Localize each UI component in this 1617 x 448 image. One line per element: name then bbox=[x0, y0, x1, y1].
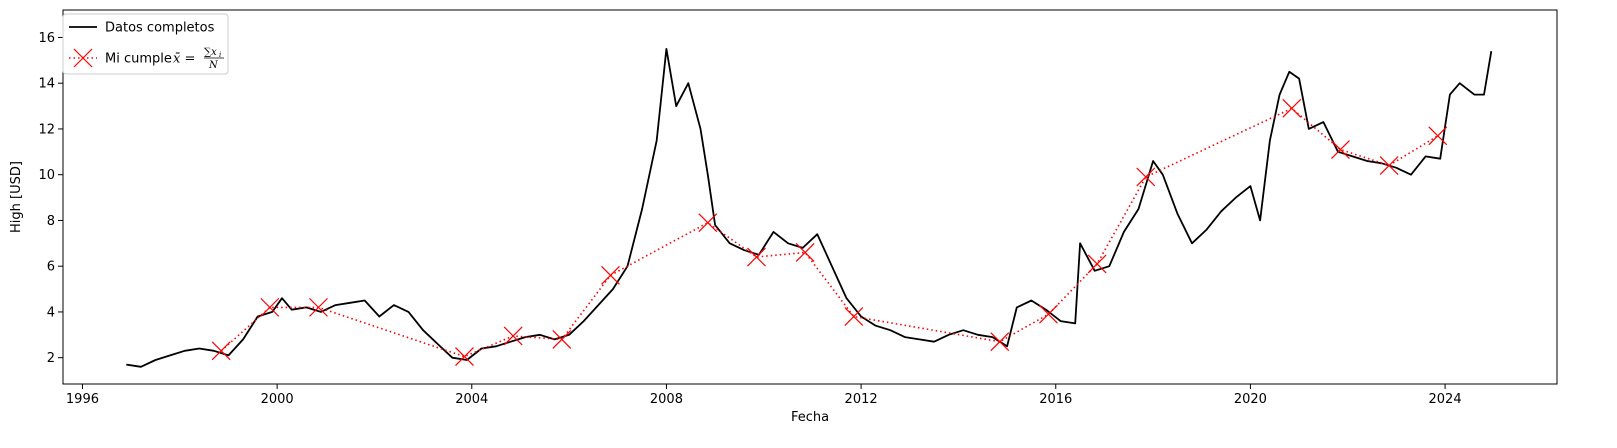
data-point-x-marker bbox=[552, 329, 572, 349]
data-point-x-marker bbox=[601, 265, 620, 285]
formula-lhs: x̄ = bbox=[173, 52, 195, 67]
data-point-x-marker bbox=[795, 243, 815, 262]
y-tick-label: 12 bbox=[38, 122, 55, 137]
legend-x-marker-icon bbox=[73, 48, 93, 68]
data-point-x-marker bbox=[211, 341, 231, 361]
data-point-x-marker bbox=[1039, 304, 1058, 324]
data-point-x-marker bbox=[455, 347, 474, 366]
x-tick-label: 2008 bbox=[650, 392, 683, 407]
legend-label-mi-cumple: Mi cumple bbox=[105, 52, 172, 67]
plot-area bbox=[126, 48, 1493, 368]
legend-formula: x̄ = ∑x i N bbox=[173, 47, 224, 71]
legend-label-datos-completos: Datos completos bbox=[105, 21, 215, 36]
y-tick-label: 8 bbox=[47, 214, 55, 229]
y-tick-label: 14 bbox=[38, 77, 55, 92]
data-point-x-marker bbox=[503, 326, 523, 346]
data-point-x-marker bbox=[1282, 98, 1302, 118]
data-point-x-marker bbox=[698, 213, 718, 233]
legend: Datos completos Mi cumple x̄ = ∑x i N bbox=[62, 13, 229, 75]
x-tick-label: 2012 bbox=[845, 392, 878, 407]
y-tick-label: 2 bbox=[47, 351, 55, 366]
x-tick-label: 1996 bbox=[66, 392, 99, 407]
x-tick-label: 2020 bbox=[1234, 392, 1267, 407]
y-tick-label: 16 bbox=[38, 31, 55, 46]
y-tick-label: 4 bbox=[47, 305, 55, 320]
x-axis-label: Fecha bbox=[791, 410, 829, 425]
data-point-x-marker bbox=[990, 332, 1010, 352]
data-point-x-marker bbox=[1136, 167, 1156, 187]
data-point-x-marker bbox=[1331, 140, 1350, 159]
y-tick-label: 6 bbox=[47, 260, 55, 275]
series-line-0 bbox=[126, 48, 1493, 368]
y-axis-label: High [USD] bbox=[9, 161, 24, 233]
x-tick-label: 2024 bbox=[1429, 392, 1462, 407]
axes: 1996 2000 2004 2008 2012 2016 2020 2024 2 4 6 8 10 12… bbox=[38, 9, 1558, 407]
x-tick-label: 2004 bbox=[455, 392, 488, 407]
data-point-x-marker bbox=[844, 307, 864, 326]
data-point-x-marker bbox=[1087, 254, 1107, 274]
x-tick-label: 2000 bbox=[261, 392, 294, 407]
data-point-x-marker bbox=[309, 297, 328, 317]
formula-denominator: N bbox=[208, 60, 219, 71]
data-point-x-marker bbox=[747, 247, 766, 267]
x-tick-label: 2016 bbox=[1039, 392, 1072, 407]
y-tick-label: 10 bbox=[38, 168, 55, 183]
data-point-x-marker bbox=[260, 297, 280, 317]
data-point-x-marker bbox=[1428, 126, 1448, 146]
data-point-x-marker bbox=[1379, 156, 1399, 175]
axes-frame bbox=[62, 9, 1558, 385]
formula-numerator: ∑x bbox=[204, 47, 217, 58]
formula-numerator-subscript: i bbox=[219, 51, 221, 59]
legend-frame bbox=[62, 13, 229, 75]
